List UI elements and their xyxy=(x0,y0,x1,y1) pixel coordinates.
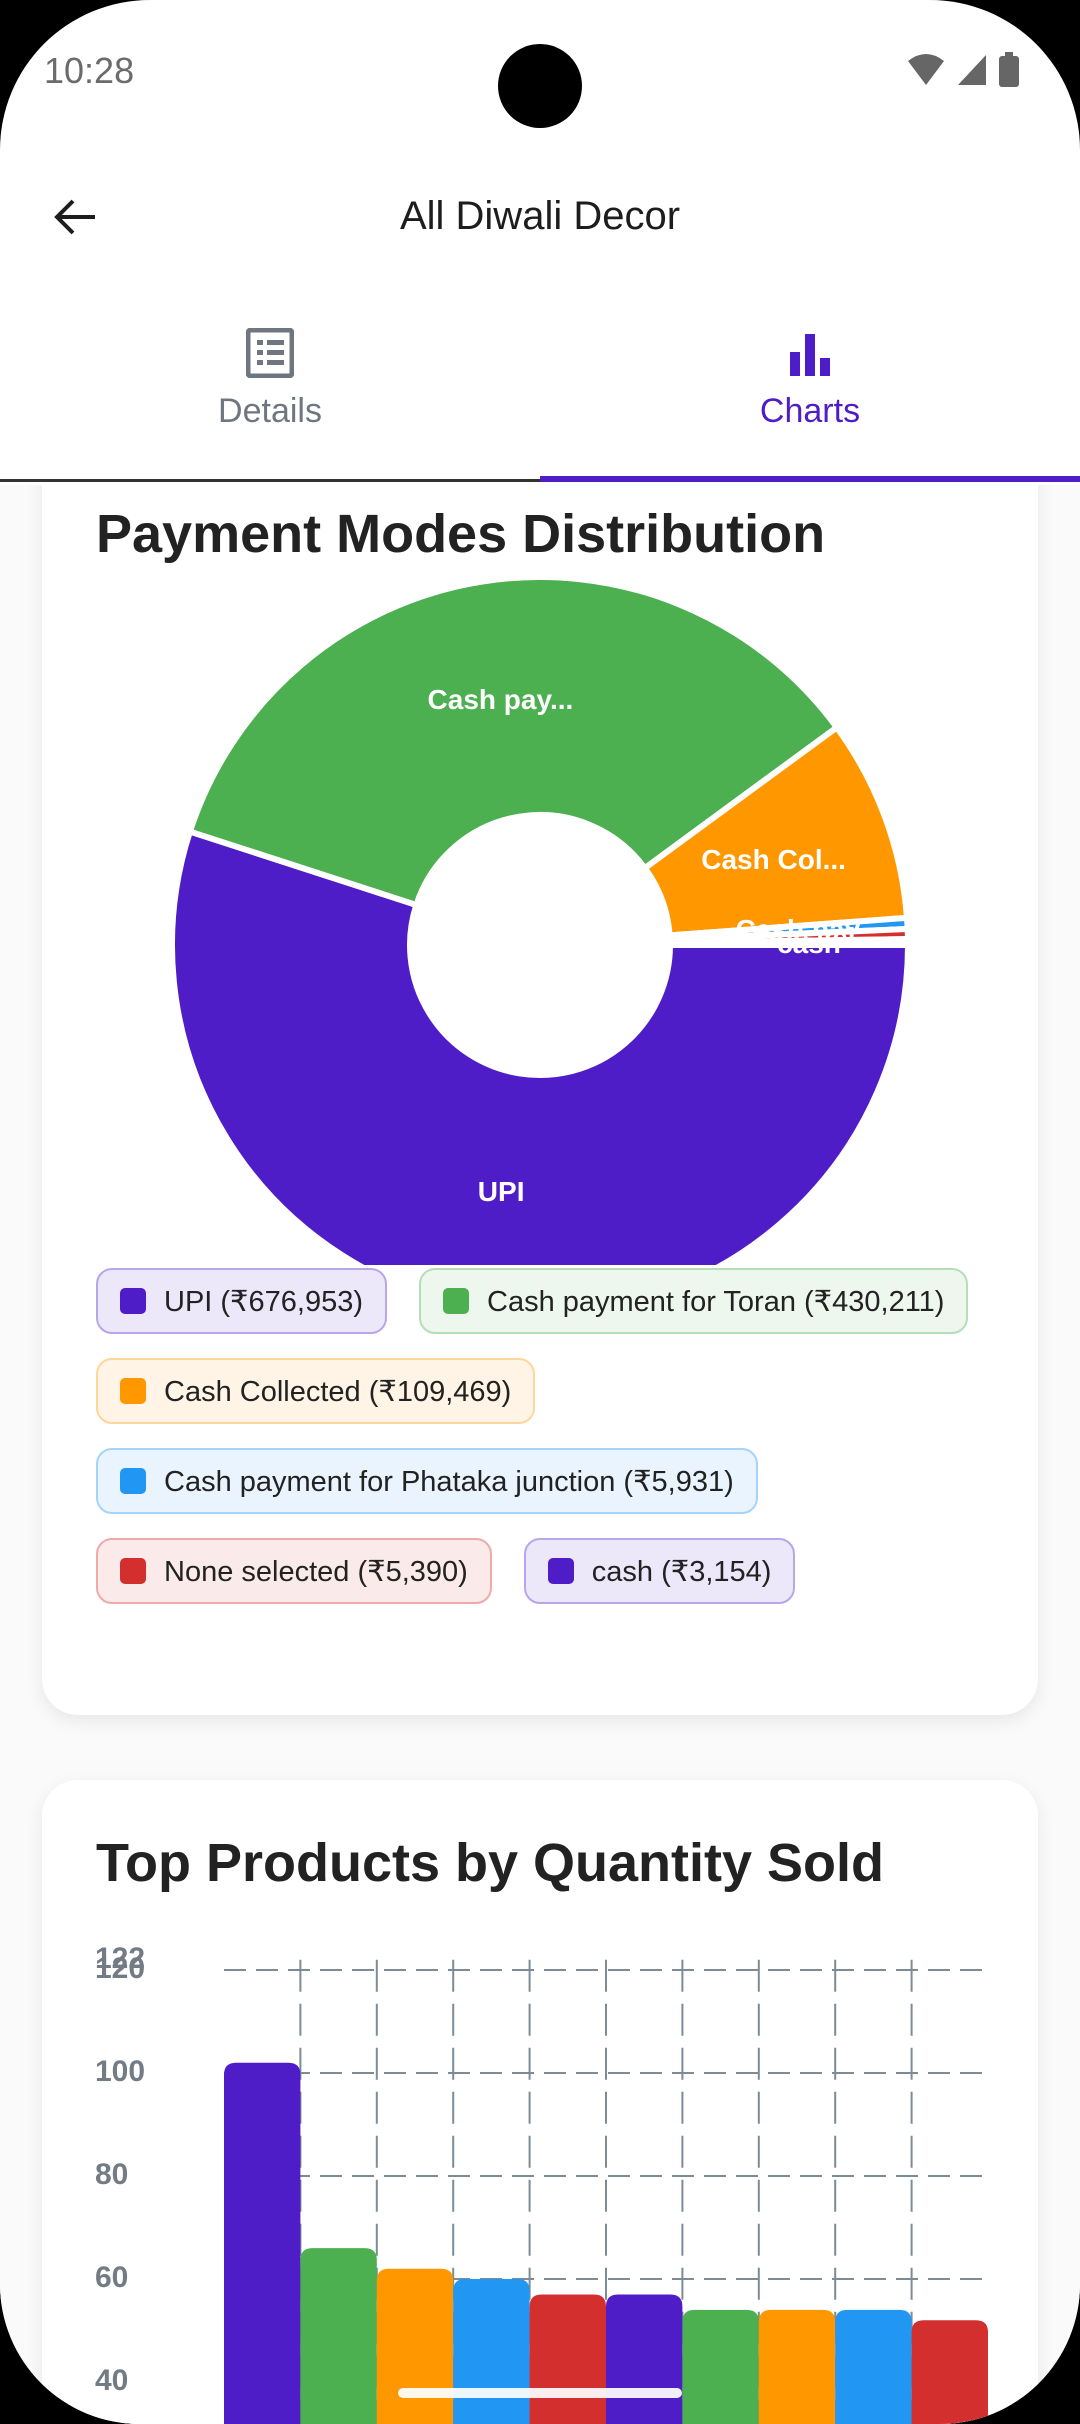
legend-item[interactable]: None selected (₹5,390) xyxy=(96,1538,492,1604)
tab-bar: Details Charts xyxy=(0,310,1080,482)
pie-slice[interactable] xyxy=(640,723,911,939)
y-axis-tick-label: 100 xyxy=(95,2055,146,2088)
bar[interactable] xyxy=(606,2294,683,2424)
top-products-card: Top Products by Quantity Sold 122 120 100 8… xyxy=(42,1780,1038,2424)
status-icons xyxy=(906,52,1020,88)
bar[interactable] xyxy=(835,2309,912,2424)
y-axis-tick-label: 40 xyxy=(95,2364,129,2397)
legend-label: Cash payment for Phataka junction (₹5,93… xyxy=(164,1465,734,1498)
legend-item[interactable]: UPI (₹676,953) xyxy=(96,1268,387,1334)
pie-slice[interactable] xyxy=(186,574,841,909)
signal-icon xyxy=(958,55,986,85)
tab-charts[interactable]: Charts xyxy=(540,310,1080,482)
tab-charts-label: Charts xyxy=(759,392,861,430)
legend-label: Cash Collected (₹109,469) xyxy=(164,1375,512,1408)
pie-slice-label: Cash Col... xyxy=(701,844,846,875)
legend-item[interactable]: cash (₹3,154) xyxy=(523,1538,796,1604)
y-axis-tick-label: 122 xyxy=(95,1941,146,1975)
payment-modes-legend: UPI (₹676,953) Cash payment for Toran (₹4… xyxy=(96,1268,996,1604)
legend-swatch-icon xyxy=(120,1378,146,1404)
status-bar: 10:28 xyxy=(0,0,1080,140)
bar[interactable] xyxy=(300,2248,377,2424)
legend-label: cash (₹3,154) xyxy=(591,1555,772,1588)
legend-item[interactable]: Cash Collected (₹109,469) xyxy=(96,1358,536,1424)
legend-swatch-icon xyxy=(120,1468,146,1494)
page-title: All Diwali Decor xyxy=(399,194,681,238)
legend-label: None selected (₹5,390) xyxy=(164,1555,468,1588)
pie-slice-label: UPI xyxy=(478,1176,525,1207)
wifi-icon xyxy=(908,54,944,85)
home-indicator[interactable] xyxy=(398,2388,682,2398)
app-bar: All Diwali Decor xyxy=(0,160,1080,270)
legend-swatch-icon xyxy=(120,1558,146,1584)
legend-item[interactable]: Cash payment for Toran (₹430,211) xyxy=(419,1268,969,1334)
payment-modes-title: Payment Modes Distribution xyxy=(96,504,826,564)
status-time: 10:28 xyxy=(44,50,135,91)
bar[interactable] xyxy=(911,2320,988,2424)
legend-swatch-icon xyxy=(547,1558,574,1584)
arrow-left-icon xyxy=(54,199,95,235)
legend-item[interactable]: Cash payment for Phataka junction (₹5,93… xyxy=(96,1448,758,1514)
legend-label: Cash payment for Toran (₹430,211) xyxy=(487,1285,945,1318)
y-axis-tick-label: 80 xyxy=(95,2158,129,2191)
pie-slice-label: cash xyxy=(777,928,841,959)
payment-modes-card: Payment Modes Distribution UPI Cash pay..… xyxy=(42,485,1038,1715)
pie-slice[interactable] xyxy=(169,827,912,1265)
pie-slice-label: Cash pay... xyxy=(428,684,574,715)
pie-slice[interactable] xyxy=(666,936,912,948)
bar[interactable] xyxy=(453,2279,530,2424)
legend-swatch-icon xyxy=(443,1288,469,1314)
tab-details-label: Details xyxy=(218,392,322,430)
bar[interactable] xyxy=(682,2309,759,2424)
bar[interactable] xyxy=(376,2268,454,2424)
charts-scroll-area[interactable]: Payment Modes Distribution UPI Cash pay..… xyxy=(0,485,1080,2424)
tab-details[interactable]: Details xyxy=(0,310,540,479)
bar-chart-icon xyxy=(790,334,830,376)
list-icon xyxy=(246,328,294,378)
battery-icon xyxy=(999,52,1019,87)
y-axis-tick-label: 120 xyxy=(95,1952,146,1985)
legend-swatch-icon xyxy=(120,1288,146,1314)
bar[interactable] xyxy=(758,2309,836,2424)
top-products-title: Top Products by Quantity Sold xyxy=(96,1833,885,1893)
bar[interactable] xyxy=(529,2294,606,2424)
bar[interactable] xyxy=(224,2062,301,2424)
back-button[interactable] xyxy=(40,182,110,252)
y-axis-tick-label: 60 xyxy=(95,2261,129,2294)
camera-cutout xyxy=(498,44,582,128)
legend-label: UPI (₹676,953) xyxy=(164,1285,363,1318)
